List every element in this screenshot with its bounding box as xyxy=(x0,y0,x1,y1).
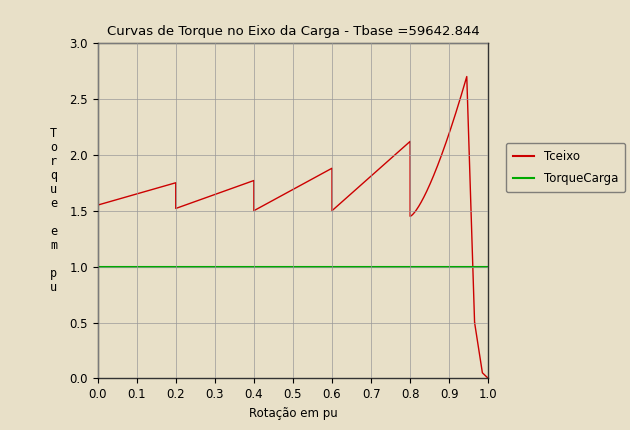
X-axis label: Rotação em pu: Rotação em pu xyxy=(249,407,337,420)
Legend: Tceixo, TorqueCarga: Tceixo, TorqueCarga xyxy=(506,143,625,193)
Title: Curvas de Torque no Eixo da Carga - Tbase =59642.844: Curvas de Torque no Eixo da Carga - Tbas… xyxy=(106,25,479,38)
Text: T
o
r
q
u
e

e
m

p
u: T o r q u e e m p u xyxy=(50,127,57,294)
